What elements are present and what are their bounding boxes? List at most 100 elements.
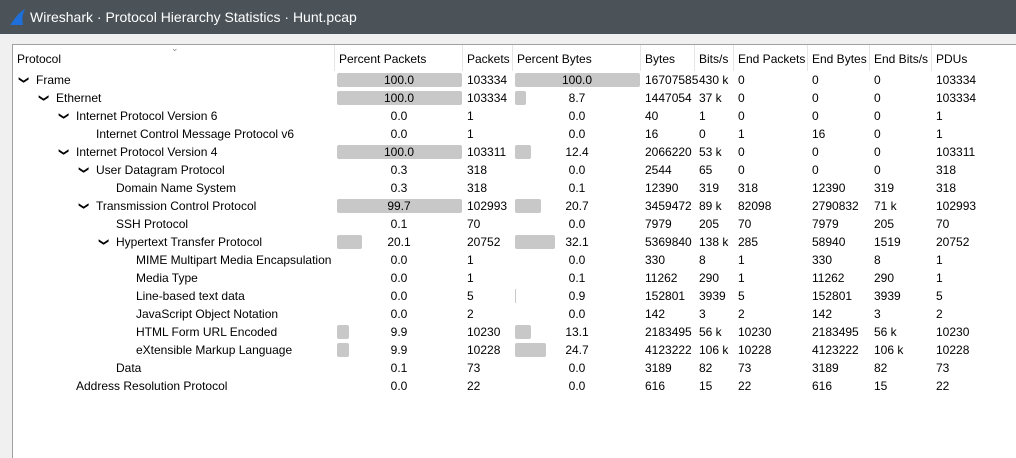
tree-row[interactable]: ❯ Internet Protocol Version 6 0.0 1 0.0 40 1 0 0… bbox=[13, 107, 1016, 125]
tree-row[interactable]: ❯ Internet Protocol Version 4 100.0 103311 1… bbox=[13, 143, 1016, 161]
end-bits-s-cell: 15 bbox=[874, 379, 888, 393]
packets-cell: 1 bbox=[467, 271, 474, 285]
end-packets-cell: 1 bbox=[738, 127, 745, 141]
end-bytes-cell: 16 bbox=[812, 127, 826, 141]
tree-row[interactable]: Internet Control Message Protocol v6 0.0 1… bbox=[13, 125, 1016, 143]
bits-s-cell: 319 bbox=[699, 181, 720, 195]
bits-s-cell: 3 bbox=[699, 307, 706, 321]
percent-bar bbox=[337, 235, 362, 249]
chevron-down-icon[interactable]: ❯ bbox=[78, 201, 90, 211]
tree-row[interactable]: Domain Name System 0.3 318 0.1 12390 319 318 12… bbox=[13, 179, 1016, 197]
protocol-label: eXtensible Markup Language bbox=[136, 343, 293, 357]
chevron-down-icon[interactable]: ❯ bbox=[58, 147, 70, 157]
bits-s-cell: 89 k bbox=[699, 199, 722, 213]
chevron-down-icon[interactable]: ❯ bbox=[18, 75, 30, 85]
percent-value: 0.0 bbox=[390, 289, 408, 303]
packets-cell: 5 bbox=[467, 289, 474, 303]
end-bits-s-cell: 82 bbox=[874, 361, 888, 375]
column-header-pdus[interactable]: PDUs bbox=[932, 45, 1016, 71]
pdus-cell: 1 bbox=[936, 109, 943, 123]
column-header-bytes[interactable]: Bytes bbox=[641, 45, 695, 71]
tree-row[interactable]: eXtensible Markup Language 9.9 10228 24.7 41… bbox=[13, 341, 1016, 359]
protocol-name-cell: Line-based text data bbox=[13, 287, 335, 305]
tree-row[interactable]: ❯ Hypertext Transfer Protocol 20.1 20752 32.… bbox=[13, 233, 1016, 251]
bits-s-cell: 205 bbox=[699, 217, 720, 231]
column-header-protocol[interactable]: Protocol bbox=[13, 45, 335, 71]
bits-s-cell: 56 k bbox=[699, 325, 722, 339]
bytes-cell: 4123222 bbox=[645, 343, 692, 357]
bytes-cell: 2544 bbox=[645, 163, 672, 177]
packets-cell: 1 bbox=[467, 109, 474, 123]
tree-row[interactable]: HTML Form URL Encoded 9.9 10230 13.1 2183495… bbox=[13, 323, 1016, 341]
protocol-name-cell: HTML Form URL Encoded bbox=[13, 323, 335, 341]
pdus-cell: 1 bbox=[936, 253, 943, 267]
protocol-name-cell: Domain Name System bbox=[13, 179, 335, 197]
protocol-name-cell: eXtensible Markup Language bbox=[13, 341, 335, 359]
end-bits-s-cell: 3939 bbox=[874, 289, 901, 303]
bytes-cell: 330 bbox=[645, 253, 666, 267]
percent-bar bbox=[337, 91, 462, 105]
percent-value: 0.1 bbox=[568, 181, 586, 195]
end-bytes-cell: 12390 bbox=[812, 181, 846, 195]
chevron-down-icon[interactable]: ❯ bbox=[38, 93, 50, 103]
pdus-cell: 5 bbox=[936, 289, 943, 303]
column-header-percent-bytes[interactable]: Percent Bytes bbox=[513, 45, 641, 71]
bits-s-cell: 8 bbox=[699, 253, 706, 267]
protocol-label: MIME Multipart Media Encapsulation bbox=[136, 253, 332, 267]
tree-row[interactable]: Media Type 0.0 1 0.1 11262 290 1 11262 290 1 bbox=[13, 269, 1016, 287]
bits-s-cell: 3939 bbox=[699, 289, 726, 303]
bytes-cell: 7979 bbox=[645, 217, 672, 231]
end-packets-cell: 0 bbox=[738, 73, 745, 87]
packets-cell: 22 bbox=[467, 379, 481, 393]
end-bytes-cell: 616 bbox=[812, 379, 833, 393]
bits-s-cell: 82 bbox=[699, 361, 713, 375]
column-header-end-bytes[interactable]: End Bytes bbox=[808, 45, 870, 71]
chevron-down-icon[interactable]: ❯ bbox=[98, 237, 110, 247]
column-header-bits-s[interactable]: Bits/s bbox=[695, 45, 734, 71]
tree-row[interactable]: Line-based text data 0.0 5 0.9 152801 3939 5 15… bbox=[13, 287, 1016, 305]
chevron-down-icon[interactable]: ❯ bbox=[58, 111, 70, 121]
column-header-packets[interactable]: Packets bbox=[463, 45, 513, 71]
tree-row[interactable]: ❯ Transmission Control Protocol 99.7 102993… bbox=[13, 197, 1016, 215]
tree-row[interactable]: JavaScript Object Notation 0.0 2 0.0 142 3 2 14… bbox=[13, 305, 1016, 323]
percent-packets-cell: 99.7 bbox=[335, 197, 463, 215]
end-packets-cell: 1 bbox=[738, 253, 745, 267]
tree-row[interactable]: ❯ Ethernet 100.0 103334 8.7 1447054 37 k 0 0 0 103… bbox=[13, 89, 1016, 107]
bits-s-cell: 53 k bbox=[699, 145, 722, 159]
protocol-name-cell: Data bbox=[13, 359, 335, 377]
percent-bytes-cell: 8.7 bbox=[513, 89, 641, 107]
tree-row[interactable]: ❯ User Datagram Protocol 0.3 318 0.0 2544 65 0 0… bbox=[13, 161, 1016, 179]
end-bytes-cell: 142 bbox=[812, 307, 833, 321]
chevron-down-icon[interactable]: ❯ bbox=[78, 165, 90, 175]
tree-row[interactable]: ❯ Frame 100.0 103334 100.0 16707585 430 k 0 0 0 10… bbox=[13, 71, 1016, 89]
tree-row[interactable]: MIME Multipart Media Encapsulation 0.0 1 0.… bbox=[13, 251, 1016, 269]
protocol-hierarchy-tree[interactable]: Protocol Percent Packets Packets Percent By… bbox=[12, 43, 1016, 458]
pdus-cell: 103311 bbox=[936, 145, 976, 159]
protocol-label: Ethernet bbox=[56, 91, 102, 105]
percent-value: 0.0 bbox=[390, 127, 408, 141]
percent-value: 0.0 bbox=[568, 253, 586, 267]
tree-row[interactable]: SSH Protocol 0.1 70 0.0 7979 205 70 7979 205 70 bbox=[13, 215, 1016, 233]
percent-value: 12.4 bbox=[565, 145, 589, 159]
column-header-end-packets[interactable]: End Packets bbox=[734, 45, 808, 71]
bytes-cell: 142 bbox=[645, 307, 666, 321]
percent-bytes-cell: 0.0 bbox=[513, 107, 641, 125]
pdus-cell: 22 bbox=[936, 379, 950, 393]
tree-row[interactable]: Address Resolution Protocol 0.0 22 0.0 616 15… bbox=[13, 377, 1016, 395]
column-header-percent-packets[interactable]: Percent Packets bbox=[335, 45, 463, 71]
percent-bytes-cell: 0.0 bbox=[513, 125, 641, 143]
end-bits-s-cell: 71 k bbox=[874, 199, 897, 213]
bits-s-cell: 138 k bbox=[699, 235, 729, 249]
protocol-label: JavaScript Object Notation bbox=[136, 307, 279, 321]
tree-row[interactable]: Data 0.1 73 0.0 3189 82 73 3189 82 73 bbox=[13, 359, 1016, 377]
percent-bytes-cell: 100.0 bbox=[513, 71, 641, 89]
percent-packets-cell: 0.0 bbox=[335, 125, 463, 143]
bits-s-cell: 65 bbox=[699, 163, 713, 177]
percent-packets-cell: 0.0 bbox=[335, 305, 463, 323]
percent-packets-cell: 100.0 bbox=[335, 71, 463, 89]
column-header-end-bits-s[interactable]: End Bits/s bbox=[870, 45, 932, 71]
protocol-label: Internet Control Message Protocol v6 bbox=[96, 127, 295, 141]
percent-bar bbox=[337, 73, 462, 87]
end-packets-cell: 0 bbox=[738, 145, 745, 159]
window-title: Wireshark · Protocol Hierarchy Statistic… bbox=[30, 9, 357, 25]
